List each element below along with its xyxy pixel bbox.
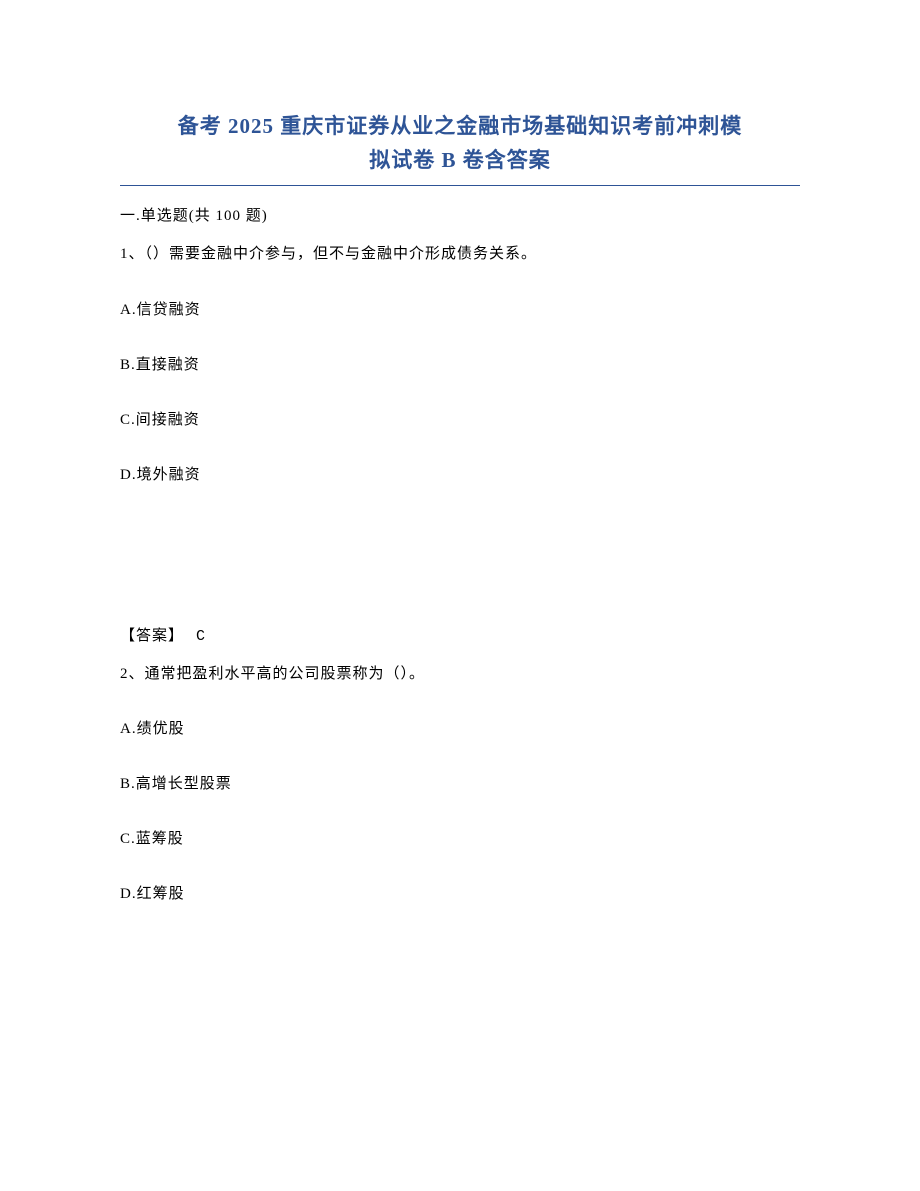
answer-value: C (196, 628, 206, 645)
question-1-option-a: A.信贷融资 (120, 298, 800, 319)
title-line-1: 备考 2025 重庆市证券从业之金融市场基础知识考前冲刺模 (120, 110, 800, 144)
title-divider (120, 185, 800, 186)
question-1-option-c: C.间接融资 (120, 408, 800, 429)
question-2-option-b: B.高增长型股票 (120, 772, 800, 793)
question-2-option-c: C.蓝筹股 (120, 827, 800, 848)
question-2-text: 2、通常把盈利水平高的公司股票称为（）。 (120, 663, 800, 686)
title-line-2: 拟试卷 B 卷含答案 (120, 144, 800, 178)
question-1-option-d: D.境外融资 (120, 463, 800, 484)
question-1-text: 1、（）需要金融中介参与，但不与金融中介形成债务关系。 (120, 243, 800, 266)
question-1-answer: 【答案】 C (120, 624, 800, 645)
question-2-option-d: D.红筹股 (120, 882, 800, 903)
answer-label: 【答案】 (120, 628, 184, 644)
question-2-option-a: A.绩优股 (120, 717, 800, 738)
document-title: 备考 2025 重庆市证券从业之金融市场基础知识考前冲刺模 拟试卷 B 卷含答案 (120, 110, 800, 177)
question-1-option-b: B.直接融资 (120, 353, 800, 374)
section-header: 一.单选题(共 100 题) (120, 204, 800, 225)
